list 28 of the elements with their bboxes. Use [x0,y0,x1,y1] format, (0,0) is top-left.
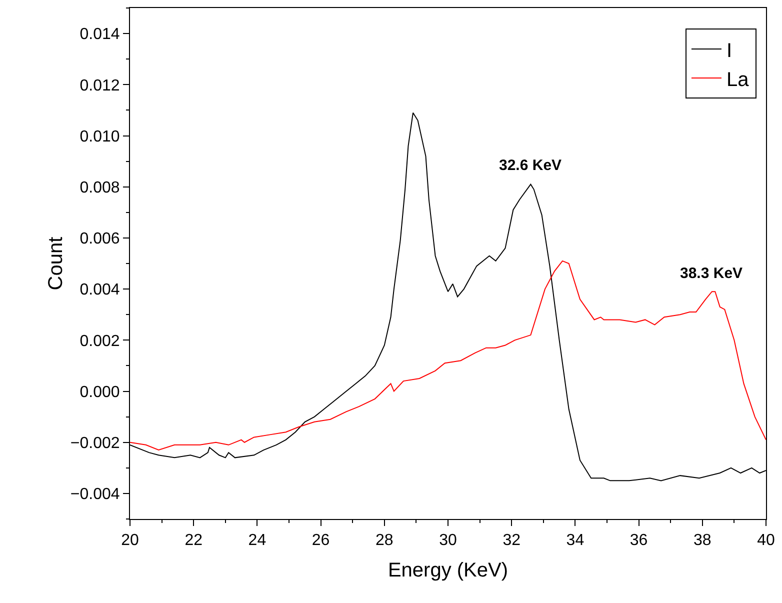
y-tick-label: 0.006 [80,230,120,248]
y-tick-label: −0.002 [70,434,120,452]
legend-label: La [726,68,750,91]
y-tick-label: 0.002 [80,332,120,350]
y-axis-title: Count [44,236,67,290]
y-tick-label: 0.012 [80,77,120,94]
y-tick-label: 0.014 [80,26,120,44]
y-tick-label: 0.000 [80,384,120,401]
line-series [130,260,766,451]
x-tick-label: 28 [376,532,394,550]
x-tick-label: 38 [694,532,712,550]
x-tick-label: 36 [630,532,648,550]
y-tick-label: −0.004 [70,486,120,504]
y-tick-label: 0.008 [80,179,120,196]
x-tick-label: 22 [184,532,203,550]
legend-label: I [726,40,732,62]
x-tick-label: 30 [439,532,457,550]
x-tick-label: 20 [121,532,139,550]
x-tick-label: 24 [248,532,266,550]
x-axis-title: Energy (KeV) [388,560,508,582]
y-tick-label: 0.010 [80,128,120,146]
x-tick-label: 32 [502,532,521,550]
x-tick-label: 40 [757,532,775,550]
annotation: 38.3 KeV [680,265,743,282]
annotation: 32.6 KeV [499,157,562,174]
x-tick-label: 34 [566,532,584,550]
x-tick-label: 26 [312,532,330,550]
y-tick-label: 0.004 [80,282,120,299]
